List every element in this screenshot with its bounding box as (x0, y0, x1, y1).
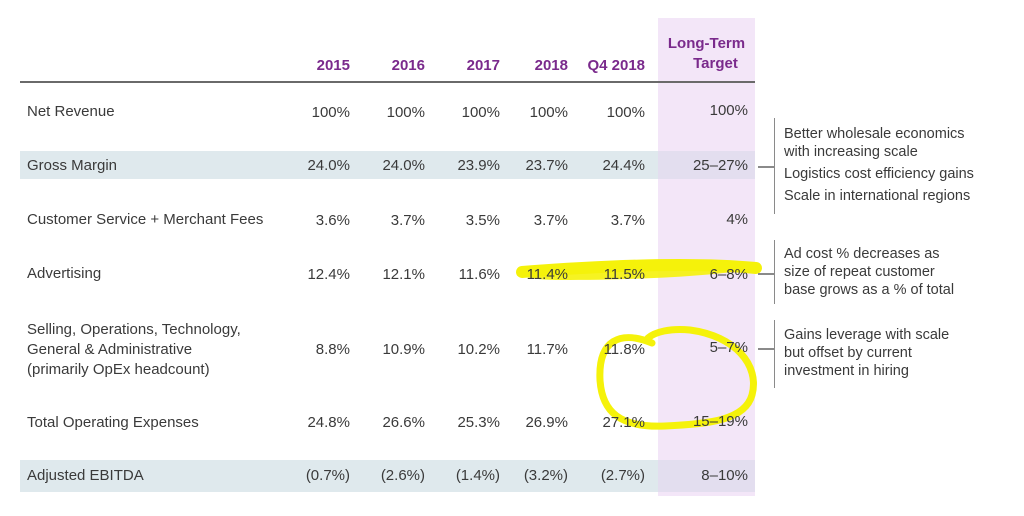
cell-sotga-2018: 11.7% (526, 341, 568, 358)
cell-advertising-2017: 11.6% (458, 266, 500, 283)
row-label-sotga-line2: General & Administrative (27, 341, 193, 358)
gross-margin-note-line2: with increasing scale (784, 144, 918, 160)
cell-total-opex-2015: 24.8% (307, 414, 350, 431)
row-label-gross-margin: Gross Margin (27, 157, 118, 174)
cell-net-revenue-target: 100% (709, 102, 748, 119)
cell-total-opex-q4-2018: 27.1% (602, 414, 645, 431)
cell-gross-margin-2015: 24.0% (307, 157, 350, 174)
cell-customer-service-2018: 3.7% (533, 212, 568, 229)
cell-advertising-q4-2018: 11.5% (603, 266, 645, 283)
cell-customer-service-q4-2018: 3.7% (610, 212, 645, 229)
cell-advertising-2018: 11.4% (526, 266, 568, 283)
cell-ebitda-2018: (3.2%) (523, 467, 568, 484)
cell-customer-service-2017: 3.5% (465, 212, 500, 229)
gross-margin-note: Better wholesale economics with increasi… (784, 125, 974, 205)
cell-ebitda-2017: (1.4%) (455, 467, 500, 484)
cell-total-opex-2017: 25.3% (457, 414, 500, 431)
cell-net-revenue-q4-2018: 100% (606, 104, 645, 121)
opex-note: Gains leverage with scale but offset by … (784, 326, 949, 380)
row-label-sotga-line1: Selling, Operations, Technology, (27, 321, 241, 338)
row-label-net-revenue: Net Revenue (27, 103, 115, 120)
cell-ebitda-q4-2018: (2.7%) (600, 467, 645, 484)
adjusted-ebitda-row-shade (20, 460, 755, 492)
cell-total-opex-target: 15–19% (692, 413, 748, 430)
row-label-total-opex: Total Operating Expenses (27, 414, 199, 431)
header-2016: 2016 (391, 57, 425, 74)
row-shade-target (658, 151, 755, 179)
cell-net-revenue-2017: 100% (461, 104, 500, 121)
cell-ebitda-2015: (0.7%) (305, 467, 350, 484)
header-2018: 2018 (534, 57, 568, 74)
advertising-note-line2: size of repeat customer (784, 264, 935, 280)
opex-bracket (774, 320, 775, 388)
header-long-term-line1: Long-Term (667, 35, 746, 52)
cell-net-revenue-2016: 100% (386, 104, 425, 121)
cell-sotga-2017: 10.2% (457, 341, 500, 358)
cell-net-revenue-2015: 100% (311, 104, 350, 121)
cell-customer-service-2015: 3.6% (315, 212, 350, 229)
cell-customer-service-2016: 3.7% (390, 212, 425, 229)
opex-connector (758, 348, 774, 350)
header-long-term-target: Long-Term Target (658, 34, 755, 74)
cell-gross-margin-q4-2018: 24.4% (602, 157, 645, 174)
advertising-note-line3: base grows as a % of total (784, 282, 955, 298)
cell-net-revenue-2018: 100% (529, 104, 568, 121)
header-divider (20, 81, 755, 83)
cell-ebitda-2016: (2.6%) (380, 467, 425, 484)
advertising-connector (758, 273, 774, 275)
row-shade-target (658, 460, 755, 492)
cell-advertising-2015: 12.4% (307, 266, 350, 283)
cell-customer-service-target: 4% (726, 211, 748, 228)
opex-note-line1: Gains leverage with scale (784, 327, 950, 343)
row-label-sotga: Selling, Operations, Technology, General… (27, 320, 241, 380)
cell-total-opex-2016: 26.6% (382, 414, 425, 431)
cell-advertising-2016: 12.1% (382, 266, 425, 283)
cell-gross-margin-2017: 23.9% (457, 157, 500, 174)
gross-margin-note-line1: Better wholesale economics (784, 126, 965, 142)
long-term-target-column-highlight (658, 18, 755, 496)
gross-margin-connector (758, 166, 774, 168)
gross-margin-note-line3: Logistics cost efficiency gains (784, 166, 974, 182)
header-q4-2018: Q4 2018 (587, 57, 645, 74)
opex-note-line3: investment in hiring (784, 363, 909, 379)
row-label-advertising: Advertising (27, 265, 102, 282)
row-label-sotga-line3: (primarily OpEx headcount) (27, 361, 210, 378)
row-label-customer-service: Customer Service + Merchant Fees (27, 211, 264, 228)
cell-ebitda-target: 8–10% (701, 467, 748, 484)
cell-sotga-2015: 8.8% (315, 341, 350, 358)
cell-total-opex-2018: 26.9% (525, 414, 568, 431)
advertising-highlight-stroke (516, 259, 762, 278)
advertising-note: Ad cost % decreases as size of repeat cu… (784, 245, 954, 299)
gross-margin-note-line4: Scale in international regions (784, 188, 971, 204)
cell-sotga-q4-2018: 11.8% (603, 341, 645, 358)
cell-gross-margin-2016: 24.0% (382, 157, 425, 174)
row-label-adjusted-ebitda: Adjusted EBITDA (27, 467, 144, 484)
advertising-note-line1: Ad cost % decreases as (784, 246, 940, 262)
opex-note-line2: but offset by current (784, 345, 912, 361)
cell-sotga-target: 5–7% (709, 339, 748, 356)
header-2015: 2015 (316, 57, 350, 74)
gross-margin-bracket (774, 118, 775, 214)
gross-margin-row-shade (20, 151, 755, 179)
cell-gross-margin-2018: 23.7% (525, 157, 568, 174)
header-long-term-line2: Target (693, 55, 738, 72)
header-2017: 2017 (466, 57, 500, 74)
opex-circle-highlight (596, 326, 757, 430)
cell-sotga-2016: 10.9% (382, 341, 425, 358)
cell-advertising-target: 6–8% (709, 266, 748, 283)
cell-gross-margin-target: 25–27% (692, 157, 748, 174)
advertising-bracket (774, 240, 775, 304)
